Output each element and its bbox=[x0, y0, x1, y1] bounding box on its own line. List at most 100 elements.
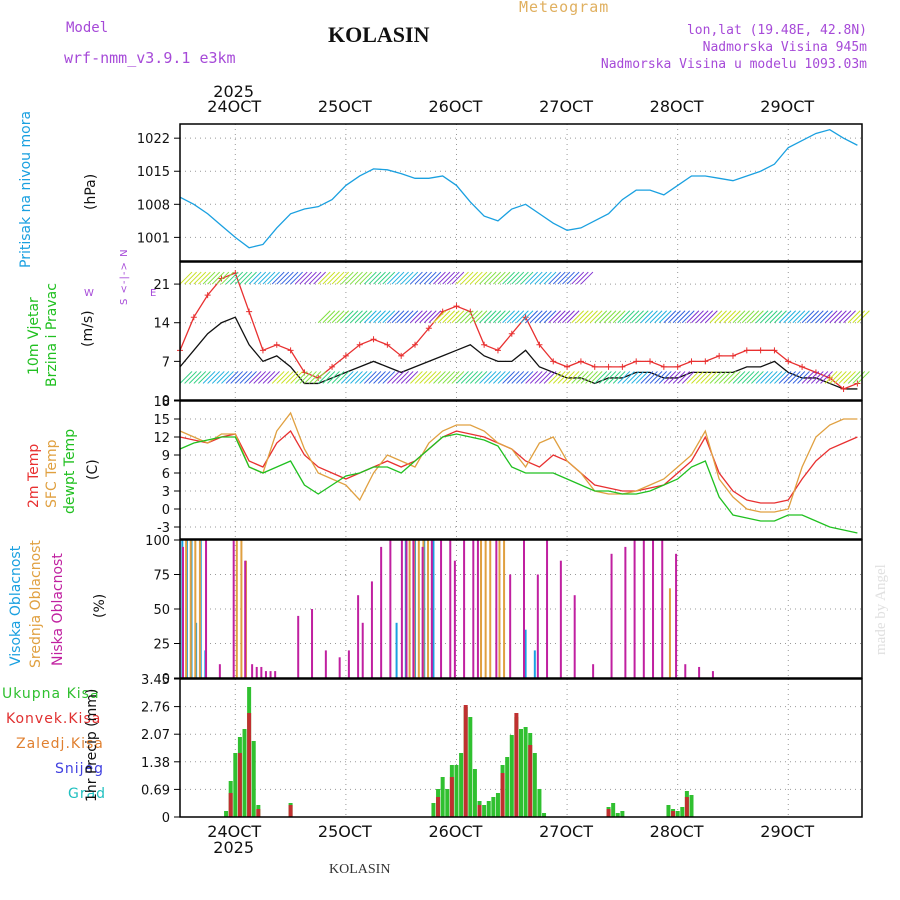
wind-barb bbox=[257, 271, 271, 285]
gust-marker bbox=[370, 336, 377, 343]
wind-barb bbox=[695, 371, 709, 384]
bar-srednja-oblacnost bbox=[668, 588, 671, 678]
bar-niska-oblacnost bbox=[297, 615, 300, 678]
wind-barb bbox=[723, 371, 737, 384]
bar-ukupna-kisa bbox=[454, 765, 459, 817]
wind-barb bbox=[612, 371, 626, 384]
cloud-unit: (%) bbox=[92, 593, 108, 618]
watermark: made by Angel bbox=[873, 564, 889, 655]
gust-marker bbox=[674, 363, 681, 370]
bar-niska-oblacnost bbox=[324, 650, 327, 678]
wind-barb bbox=[340, 271, 354, 285]
wind-barb bbox=[672, 310, 686, 324]
day-label-bottom: 29OCT bbox=[760, 822, 815, 841]
gust-marker bbox=[481, 341, 488, 348]
wind-barb bbox=[492, 271, 506, 285]
wind-barb bbox=[566, 371, 580, 384]
bar-srednja-oblacnost bbox=[240, 540, 243, 678]
compass-arrow: <-|-> bbox=[119, 261, 130, 294]
wind-barb bbox=[350, 310, 363, 324]
wind-barb bbox=[405, 271, 419, 285]
bar-niska-oblacnost bbox=[421, 546, 424, 678]
wind-barb bbox=[451, 310, 465, 324]
wind-barb bbox=[216, 371, 230, 384]
wind-barb bbox=[534, 271, 548, 285]
wind-barb bbox=[815, 371, 829, 384]
wind-barb bbox=[792, 310, 806, 324]
wind-barb bbox=[691, 371, 704, 384]
compass-n: S bbox=[119, 297, 130, 305]
wind-barb bbox=[598, 371, 612, 384]
wind-barb bbox=[778, 310, 792, 324]
bar-niska-oblacnost bbox=[400, 540, 403, 678]
wind-barb bbox=[787, 371, 801, 384]
y-tick-label: 1001 bbox=[137, 231, 170, 246]
wind-barb bbox=[557, 310, 571, 324]
gust-marker bbox=[716, 352, 723, 359]
wind-barb bbox=[428, 310, 442, 324]
meteogram-label: Meteogram bbox=[519, 0, 610, 16]
y-tick-label: 18 bbox=[153, 395, 170, 410]
wind-barb bbox=[460, 310, 474, 324]
bar-srednja-oblacnost bbox=[408, 540, 411, 678]
wind-barb bbox=[336, 271, 350, 285]
wind-barb bbox=[815, 310, 829, 324]
wind-barb bbox=[511, 271, 525, 285]
bar-ukupna-kisa bbox=[680, 807, 685, 817]
wind-barb bbox=[529, 310, 543, 324]
wind-barb bbox=[396, 271, 409, 285]
wind-barb bbox=[340, 371, 354, 384]
gust-marker bbox=[633, 358, 640, 365]
wind-barb bbox=[483, 271, 497, 285]
panel-frame bbox=[179, 678, 863, 818]
gust-marker bbox=[246, 308, 253, 315]
wind-barb bbox=[502, 271, 515, 285]
bar-ukupna-kisa bbox=[468, 717, 473, 817]
bar-konvek-kisa bbox=[606, 809, 611, 817]
wind-barb bbox=[723, 310, 737, 324]
wind-barb bbox=[843, 371, 856, 384]
y-tick-label: 12 bbox=[153, 431, 170, 446]
wind-barb bbox=[382, 310, 396, 324]
wind-barb bbox=[571, 371, 585, 384]
bar-konvek-kisa bbox=[436, 797, 441, 817]
wind-barb bbox=[787, 310, 801, 324]
wind-barb bbox=[506, 310, 520, 324]
wind-barb bbox=[377, 310, 391, 324]
y-tick-label: 1008 bbox=[137, 198, 170, 213]
bar-konvek-kisa bbox=[528, 745, 533, 817]
wind-barb bbox=[603, 371, 617, 384]
y-tick-label: 0 bbox=[162, 394, 170, 409]
day-label-bottom: 26OCT bbox=[428, 822, 483, 841]
bar-niska-oblacnost bbox=[182, 546, 184, 678]
series-line-gust bbox=[179, 272, 858, 390]
bar-srednja-oblacnost bbox=[489, 540, 492, 678]
wind-barb bbox=[820, 371, 833, 384]
wind-barb bbox=[755, 310, 769, 324]
page-title: KOLASIN bbox=[328, 22, 430, 47]
bar-niska-oblacnost bbox=[380, 546, 383, 678]
wind-barb bbox=[714, 310, 727, 324]
wind-barb bbox=[658, 371, 672, 384]
bar-niska-oblacnost bbox=[661, 540, 664, 678]
wind-barb bbox=[437, 371, 451, 384]
wind-barb bbox=[525, 310, 538, 324]
wind-barb bbox=[262, 271, 276, 285]
wind-barb bbox=[764, 310, 778, 324]
bar-niska-oblacnost bbox=[311, 609, 314, 678]
bar-niska-oblacnost bbox=[269, 671, 272, 678]
footer-title: KOLASIN bbox=[329, 862, 391, 877]
wind-barb bbox=[543, 371, 557, 384]
gust-marker bbox=[398, 352, 405, 359]
bar-niska-oblacnost bbox=[412, 540, 415, 678]
wind-barb bbox=[423, 310, 437, 324]
wind-barb bbox=[479, 310, 492, 324]
altitude: Nadmorska Visina 945m bbox=[702, 40, 867, 55]
bar-niska-oblacnost bbox=[711, 671, 714, 678]
wind-label-2: Brzina i Pravac bbox=[44, 283, 60, 387]
wind-barb bbox=[221, 271, 234, 285]
wind-barb bbox=[810, 371, 824, 384]
wind-barb bbox=[654, 310, 667, 324]
wind-barb bbox=[211, 271, 225, 285]
gust-marker bbox=[688, 358, 695, 365]
